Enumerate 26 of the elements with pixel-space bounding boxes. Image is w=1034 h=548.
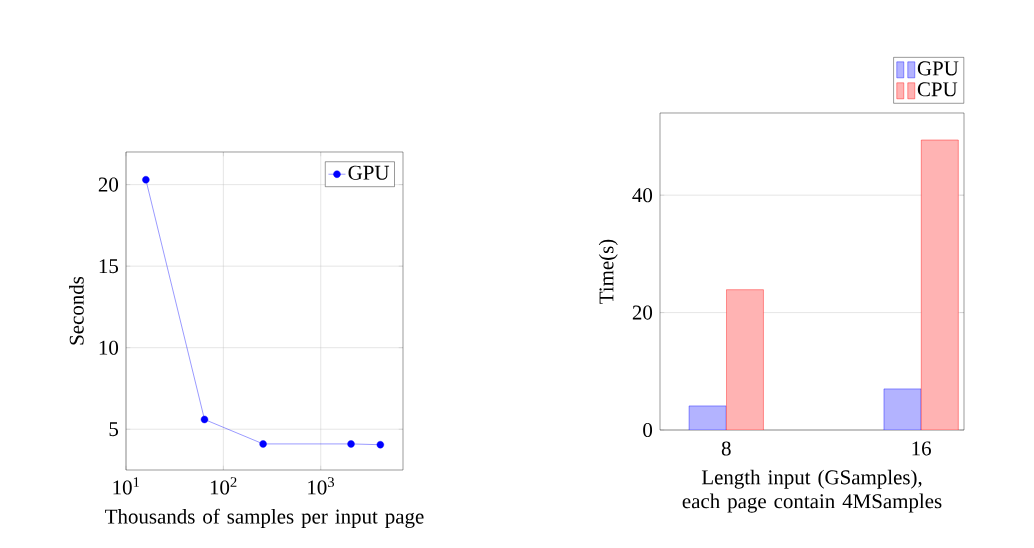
y-tick-label: 5 [109, 422, 119, 437]
legend-label: GPU [917, 61, 959, 76]
x-axis-title: Thousands of samples per input page [105, 508, 424, 528]
point [376, 441, 385, 449]
x-tick-label: 8 [721, 441, 731, 456]
bar [921, 139, 959, 430]
y-axis-title: Seconds [69, 276, 84, 345]
point [200, 415, 209, 424]
point [142, 176, 150, 184]
bar [726, 289, 764, 430]
bar [883, 388, 922, 430]
y-tick-label: 0 [643, 422, 653, 438]
x-tick-label: 16 [912, 441, 931, 456]
legend-label: CPU [917, 82, 958, 97]
y-tick-label: 20 [632, 305, 653, 320]
y-tick-label: 15 [99, 259, 119, 274]
y-tick-label: 40 [632, 188, 653, 203]
y-tick-label: 20 [98, 177, 119, 192]
point [259, 440, 267, 448]
y-axis-title: Time(s) [598, 239, 618, 304]
x-axis-title: Length input (GSamples), each page contain 4MSamples [682, 469, 942, 513]
legend-label: GPU [348, 165, 390, 180]
x-tick-label: 10$^{1}$ [113, 477, 139, 495]
x-tick-label: 10$^{3}$ [308, 477, 335, 495]
y-tick-label: 10 [99, 340, 119, 355]
x-tick-label: 10$^{2}$ [210, 477, 237, 495]
